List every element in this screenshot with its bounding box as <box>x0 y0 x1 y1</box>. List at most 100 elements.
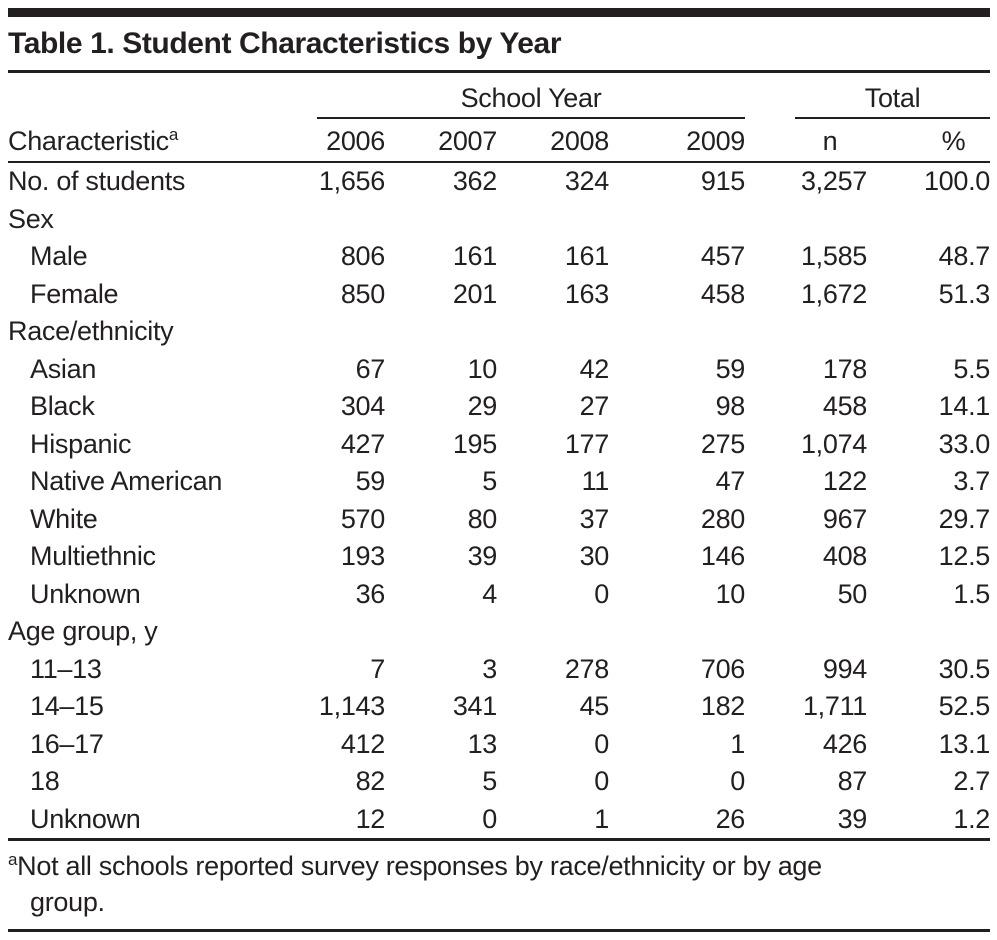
cell-value: 193 <box>340 541 385 572</box>
row-label: 16–17 <box>30 728 104 759</box>
row-label: Female <box>30 278 119 309</box>
cell-value: 278 <box>564 653 609 684</box>
row-label: Native American <box>30 466 223 497</box>
cell-value: 146 <box>700 541 746 572</box>
row-label: 14–15 <box>30 691 104 722</box>
cell-value: 850 <box>340 278 385 309</box>
cell-value: 50 <box>837 578 868 609</box>
cell-value: 706 <box>700 653 746 684</box>
cell-value: 0 <box>594 728 609 759</box>
cell-value <box>497 613 609 651</box>
year-header-2006: 2006 <box>300 121 385 163</box>
characteristic-header-label: Characteristic <box>8 125 169 156</box>
cell-value: 427 <box>340 428 385 459</box>
cell-value <box>867 613 990 651</box>
table-row: White 570 80 37 280 967 29.7 <box>8 501 990 539</box>
cell-value: 82 <box>355 766 386 797</box>
table-row: Multiethnic 193 39 30 146 408 12.5 <box>8 538 990 576</box>
cell-value: 39 <box>837 803 868 834</box>
cell-value: 51.3 <box>938 278 991 309</box>
table-body: No. of students 1,656 362 324 915 3,257 100.0 S… <box>8 162 990 838</box>
column-header-row: Characteristica 2006 2007 2008 2009 n % <box>8 121 991 163</box>
table-row: 18 82 5 0 0 87 2.7 <box>8 763 990 801</box>
cell-value: 1,711 <box>802 691 868 722</box>
row-label: Hispanic <box>30 428 132 459</box>
cell-value: 458 <box>700 278 746 309</box>
cell-value: 100.0 <box>923 166 991 197</box>
cell-value: 1,656 <box>318 166 385 197</box>
table-row: Female 850 201 163 458 1,672 51.3 <box>8 276 990 314</box>
cell-value: 2.7 <box>953 766 991 797</box>
cell-value <box>497 313 609 351</box>
top-bar <box>8 8 990 17</box>
cell-value: 1,672 <box>800 278 868 309</box>
cell-value: 47 <box>715 466 746 497</box>
cell-value: 426 <box>822 728 868 759</box>
cell-value: 195 <box>452 428 497 459</box>
cell-value: 14.1 <box>938 391 991 422</box>
cell-value: 1 <box>594 803 609 834</box>
cell-value: 967 <box>822 503 868 534</box>
row-label: Unknown <box>30 578 141 609</box>
table-row: Asian 67 10 42 59 178 5.5 <box>8 351 990 389</box>
cell-value: 12.5 <box>938 541 991 572</box>
table-row: Hispanic 427 195 177 275 1,074 33.0 <box>8 426 990 464</box>
cell-value: 98 <box>715 391 746 422</box>
cell-value: 30 <box>579 541 610 572</box>
row-label: 11–13 <box>30 653 102 684</box>
cell-value: 178 <box>822 353 868 384</box>
cell-value <box>385 613 497 651</box>
cell-value: 457 <box>700 241 746 272</box>
cell-value: 0 <box>482 803 497 834</box>
cell-value <box>497 201 609 239</box>
cell-value <box>745 313 867 351</box>
cell-value: 0 <box>594 766 609 797</box>
cell-value: 412 <box>340 728 385 759</box>
school-year-group-header: School Year <box>317 79 746 119</box>
cell-value: 915 <box>700 166 746 197</box>
cell-value <box>609 613 745 651</box>
cell-value: 3 <box>482 653 497 684</box>
cell-value: 4 <box>482 578 497 609</box>
title-rule <box>8 70 990 73</box>
table-row: Male 806 161 161 457 1,585 48.7 <box>8 238 990 276</box>
cell-value: 42 <box>579 353 610 384</box>
cell-value: 33.0 <box>938 428 991 459</box>
cell-value: 29.7 <box>938 503 991 534</box>
section-label: Age group, y <box>8 616 158 647</box>
cell-value: 80 <box>467 503 498 534</box>
table-title: Table 1. Student Characteristics by Year <box>8 27 562 60</box>
cell-value: 408 <box>822 541 868 572</box>
school-year-group-header-cell: School Year <box>300 79 746 121</box>
characteristics-table: School Year Total Characteristica 2006 2… <box>8 79 990 838</box>
row-label: 18 <box>30 766 60 797</box>
cell-value: 806 <box>340 241 385 272</box>
group-header-row: School Year Total <box>8 79 991 121</box>
bottom-rule <box>8 929 990 932</box>
cell-value <box>867 313 990 351</box>
cell-value: 52.5 <box>938 691 991 722</box>
cell-value: 30.5 <box>938 653 991 684</box>
cell-value: 45 <box>579 691 610 722</box>
cell-value: 163 <box>564 278 609 309</box>
cell-value: 1.5 <box>953 578 991 609</box>
cell-value: 10 <box>467 353 498 384</box>
cell-value: 87 <box>837 766 868 797</box>
footnote-line-2: group. <box>30 887 105 917</box>
cell-value <box>609 313 745 351</box>
cell-value: 122 <box>822 466 868 497</box>
cell-value: 7 <box>370 653 385 684</box>
cell-value: 1,074 <box>800 428 868 459</box>
row-label: Black <box>30 391 95 422</box>
cell-value: 5 <box>482 466 497 497</box>
cell-value: 570 <box>340 503 385 534</box>
cell-value: 1.2 <box>953 803 991 834</box>
cell-value: 37 <box>579 503 610 534</box>
cell-value: 1 <box>730 728 746 759</box>
footnote-marker: a <box>8 850 18 869</box>
total-group-header: Total <box>795 79 991 119</box>
cell-value: 177 <box>564 428 609 459</box>
cell-value <box>745 613 867 651</box>
cell-value: 13.1 <box>938 728 991 759</box>
